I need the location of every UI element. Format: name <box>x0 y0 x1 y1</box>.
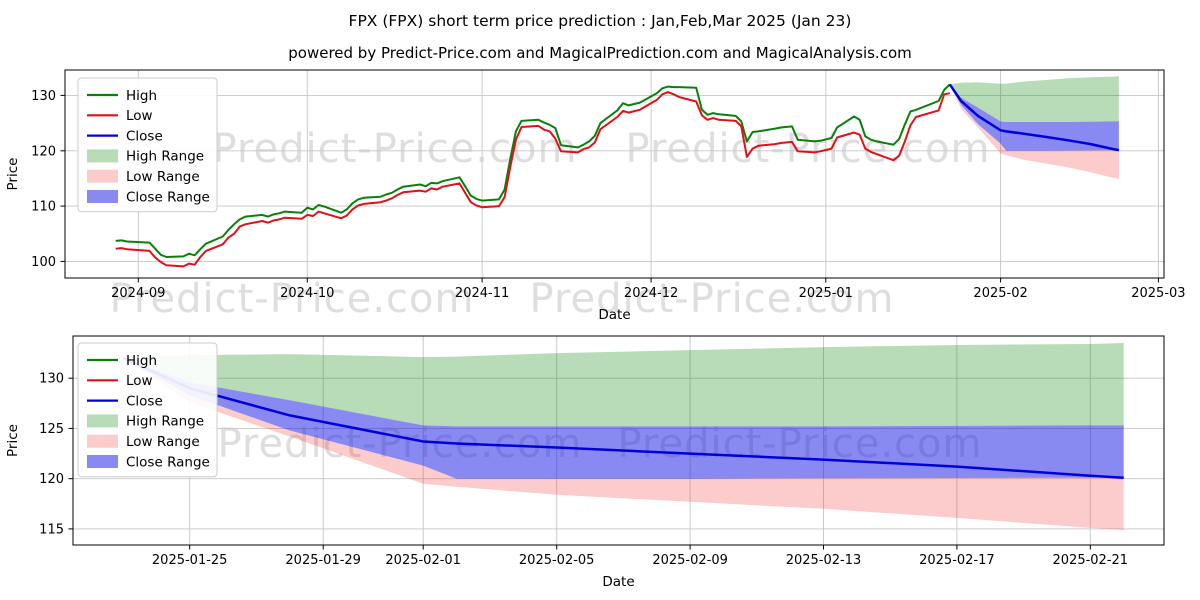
close-line <box>122 356 1124 479</box>
legend-sample-patch <box>87 455 118 468</box>
plot-border <box>72 335 1165 546</box>
x-tick-label: 2024-11 <box>455 286 509 301</box>
legend-label: High <box>126 88 157 104</box>
top-chart: 2024-09 2024-10 2024-11 2024-12 2025-01 2025-… <box>5 69 1186 323</box>
close-range-band <box>123 358 1124 479</box>
watermark-text: Predict-Price.com <box>109 276 475 322</box>
legend-label: High <box>126 353 157 369</box>
high-range-band <box>123 343 1124 427</box>
y-axis-label: Price <box>5 158 21 191</box>
x-tick-label: 2025-02-13 <box>786 553 862 568</box>
legend-sample-patch <box>87 190 118 203</box>
x-tick-label: 2025-01-29 <box>285 553 361 568</box>
plot-border <box>64 69 1165 279</box>
legend-label: Close <box>126 393 163 409</box>
y-axis-label: Price <box>5 424 21 457</box>
legend-label: Close Range <box>126 189 210 205</box>
y-tick-label: 125 <box>39 422 64 437</box>
y-tick-label: 120 <box>31 144 56 159</box>
high-line <box>115 83 951 258</box>
x-tick-label: 2024-09 <box>111 286 165 301</box>
x-tick-label: 2025-02-09 <box>652 553 728 568</box>
legend-sample-patch <box>87 434 118 448</box>
close-line <box>948 83 1120 152</box>
x-axis-label: Date <box>602 574 634 590</box>
x-tick-label: 2025-02-17 <box>919 553 995 568</box>
legend-box <box>77 77 218 213</box>
x-tick-label: 2025-02-01 <box>385 553 461 568</box>
legend-label: Close Range <box>126 454 210 470</box>
x-tick-label: 2025-01-25 <box>152 553 228 568</box>
y-tick-label: 130 <box>39 372 64 387</box>
x-tick-label: 2025-03 <box>1131 286 1185 301</box>
legend-label: Low <box>126 108 153 124</box>
legend-label: High Range <box>126 414 204 430</box>
page-subtitle: powered by Predict-Price.com and Magical… <box>288 44 912 62</box>
y-tick-label: 110 <box>31 200 56 215</box>
watermark-text: Predict-Price.com <box>625 126 991 172</box>
y-tick-label: 115 <box>39 522 64 537</box>
legend-sample-patch <box>87 414 118 428</box>
legend-label: Low <box>126 373 153 389</box>
x-tick-label: 2025-02 <box>973 286 1027 301</box>
legend-sample-patch <box>87 169 118 183</box>
x-tick-label: 2025-01 <box>799 286 853 301</box>
legend: High Low Close High Range Low Range Close Ran… <box>77 77 218 213</box>
y-tick-label: 100 <box>31 255 56 270</box>
legend-label: Low Range <box>126 169 200 185</box>
legend-label: High Range <box>126 149 204 165</box>
close-range-band <box>949 84 1119 151</box>
low-range-band <box>123 358 1124 530</box>
x-tick-label: 2024-10 <box>280 286 334 301</box>
x-axis-label: Date <box>598 307 630 323</box>
y-tick-label: 130 <box>31 89 56 104</box>
legend-label: Low Range <box>126 434 200 450</box>
watermark-text: Predict-Price.com <box>529 276 895 322</box>
x-tick-label: 2024-12 <box>624 286 678 301</box>
high-range-band <box>949 76 1119 122</box>
legend-box <box>77 342 218 478</box>
x-tick-label: 2025-02-21 <box>1053 553 1129 568</box>
x-tick-label: 2025-02-05 <box>519 553 595 568</box>
legend-label: Close <box>126 128 163 144</box>
legend: High Low Close High Range Low Range Close Ran… <box>77 342 218 478</box>
y-tick-label: 120 <box>39 472 64 487</box>
low-line <box>115 91 950 268</box>
bottom-chart: 2025-01-25 2025-01-29 2025-02-01 2025-02-05… <box>5 335 1165 590</box>
low-range-band <box>949 84 1119 179</box>
page-title: FPX (FPX) short term price prediction : … <box>348 12 852 30</box>
legend-sample-patch <box>87 149 118 163</box>
